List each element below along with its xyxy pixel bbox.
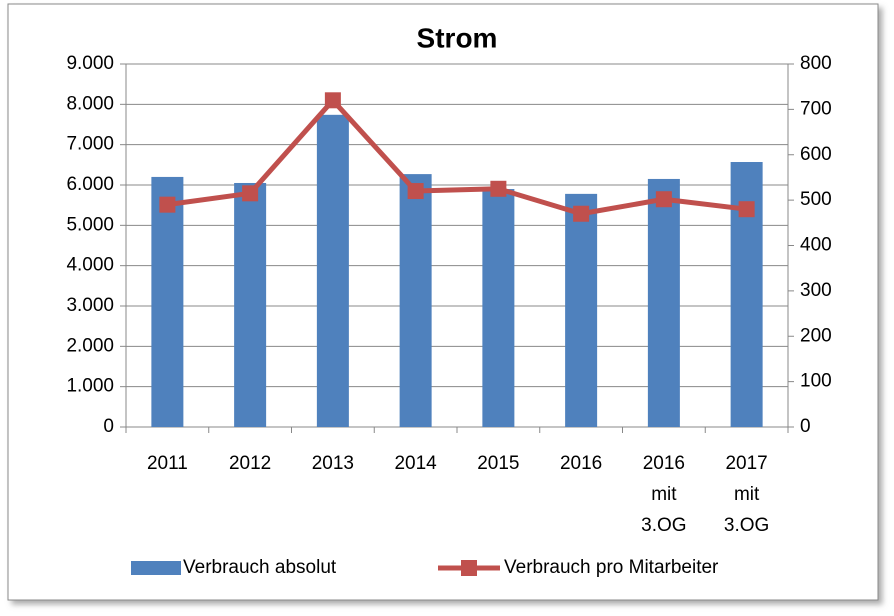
y2-tick-label: 500 — [800, 189, 832, 210]
bar — [647, 178, 680, 427]
x-tick-label: 2017 mit 3.OG — [724, 453, 769, 536]
y2-tick-label: 100 — [800, 371, 832, 392]
legend-swatch — [131, 561, 181, 575]
y2-tick-label: 200 — [800, 325, 832, 346]
x-tick-label-line: mit — [651, 484, 677, 505]
legend-label: Verbrauch absolut — [183, 557, 337, 578]
bar — [316, 114, 349, 427]
marker — [490, 180, 507, 197]
marker — [159, 196, 176, 213]
bar — [565, 193, 598, 427]
bar — [151, 176, 184, 427]
marker — [324, 92, 341, 109]
x-tick-label-line: 3.OG — [724, 515, 769, 536]
x-tick-label-line: 2017 — [725, 453, 767, 474]
line — [167, 97, 747, 217]
legend-label: Verbrauch pro Mitarbeiter — [504, 557, 719, 578]
marker — [407, 183, 424, 200]
y2-tick-label: 400 — [800, 235, 832, 256]
x-tick-label: 2012 — [229, 453, 271, 474]
y-tick-label: 7.000 — [66, 134, 114, 155]
y2-tick-label: 0 — [800, 416, 811, 437]
x-tick-label-line: 2012 — [229, 453, 271, 474]
bar — [399, 174, 432, 427]
marker — [738, 201, 755, 218]
x-tick-label: 2011 — [147, 453, 188, 474]
y-tick-label: 2.000 — [66, 335, 114, 356]
x-tick-label-line: 2014 — [394, 453, 437, 474]
y2-tick-label: 300 — [800, 280, 832, 301]
bar — [482, 189, 515, 427]
x-tick-label-line: 2016 — [643, 453, 685, 474]
y2-tick-label: 700 — [800, 98, 832, 119]
chart-title: Strom — [417, 22, 498, 53]
y-tick-label: 0 — [103, 416, 114, 437]
y2-tick-label: 600 — [800, 144, 832, 165]
y-tick-label: 3.000 — [66, 295, 114, 316]
x-tick-label: 2014 — [394, 453, 437, 474]
marker — [655, 191, 672, 208]
y2-tick-label: 800 — [800, 53, 832, 74]
x-tick-label: 2016 — [560, 453, 602, 474]
x-tick-label-line: 2011 — [147, 453, 188, 474]
y-tick-label: 8.000 — [66, 93, 114, 114]
x-tick-label-line: 2013 — [312, 453, 354, 474]
marker — [242, 185, 259, 202]
marker — [573, 205, 590, 222]
x-tick-label: 2013 — [312, 453, 354, 474]
x-tick-label-line: 2015 — [477, 453, 519, 474]
x-tick-label-line: 2016 — [560, 453, 602, 474]
bar — [234, 182, 267, 427]
legend-swatch-marker — [461, 560, 477, 576]
y-tick-label: 5.000 — [66, 214, 114, 235]
y-tick-label: 6.000 — [66, 174, 114, 195]
y-tick-label: 4.000 — [66, 255, 114, 276]
x-tick-label: 2015 — [477, 453, 519, 474]
x-tick-label-line: 3.OG — [641, 515, 686, 536]
x-tick-label-line: mit — [734, 484, 760, 505]
y-tick-label: 9.000 — [66, 53, 114, 74]
y-tick-label: 1.000 — [66, 376, 114, 397]
x-tick-label: 2016 mit 3.OG — [641, 453, 686, 536]
